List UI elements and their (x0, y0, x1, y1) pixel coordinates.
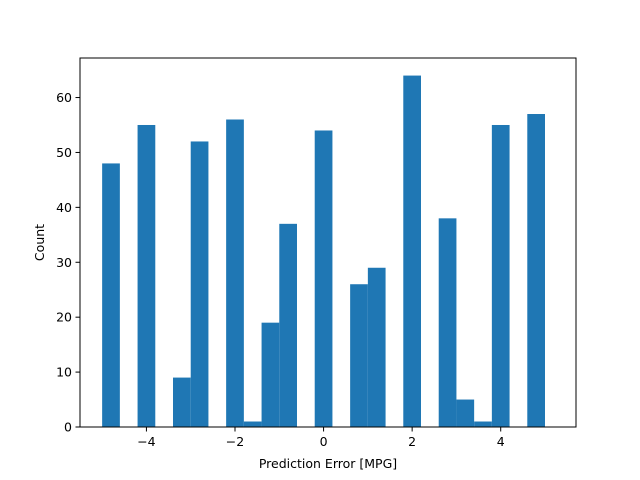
histogram-bars (102, 75, 545, 428)
histogram-bar (314, 130, 333, 427)
x-axis-ticks: −4 −2 0 2 4 (137, 427, 505, 449)
y-tick-label: 0 (64, 420, 72, 435)
histogram-bar (243, 421, 262, 427)
histogram-bar (137, 124, 156, 427)
histogram-bar (474, 421, 492, 427)
x-axis-label: Prediction Error [MPG] (259, 456, 397, 471)
histogram-bar (438, 218, 457, 427)
y-tick-label: 20 (56, 310, 72, 325)
x-tick-label: 4 (497, 434, 505, 449)
axes-frame (79, 57, 577, 428)
histogram-bar (226, 119, 244, 427)
y-tick-label: 50 (56, 145, 72, 160)
histogram-bar (527, 114, 545, 428)
x-tick-label: −2 (226, 434, 244, 449)
histogram-bar (491, 124, 510, 427)
x-tick-label: 0 (320, 434, 328, 449)
histogram-bar (261, 322, 280, 427)
histogram-bar (190, 141, 209, 427)
y-tick-label: 10 (56, 365, 72, 380)
histogram-bar (102, 163, 120, 427)
histogram-bar (403, 75, 421, 428)
y-axis-ticks: 0 10 20 30 40 50 60 (56, 90, 80, 435)
y-tick-label: 40 (56, 200, 72, 215)
histogram-bar (350, 284, 368, 427)
histogram-bar (173, 377, 191, 427)
y-tick-label: 60 (56, 90, 72, 105)
histogram-bar (279, 223, 297, 427)
histogram-bar (367, 267, 386, 427)
y-tick-label: 30 (56, 255, 72, 270)
y-axis-label: Count (32, 224, 47, 261)
x-tick-label: −4 (137, 434, 155, 449)
histogram-bar (456, 399, 475, 427)
x-tick-label: 2 (408, 434, 416, 449)
